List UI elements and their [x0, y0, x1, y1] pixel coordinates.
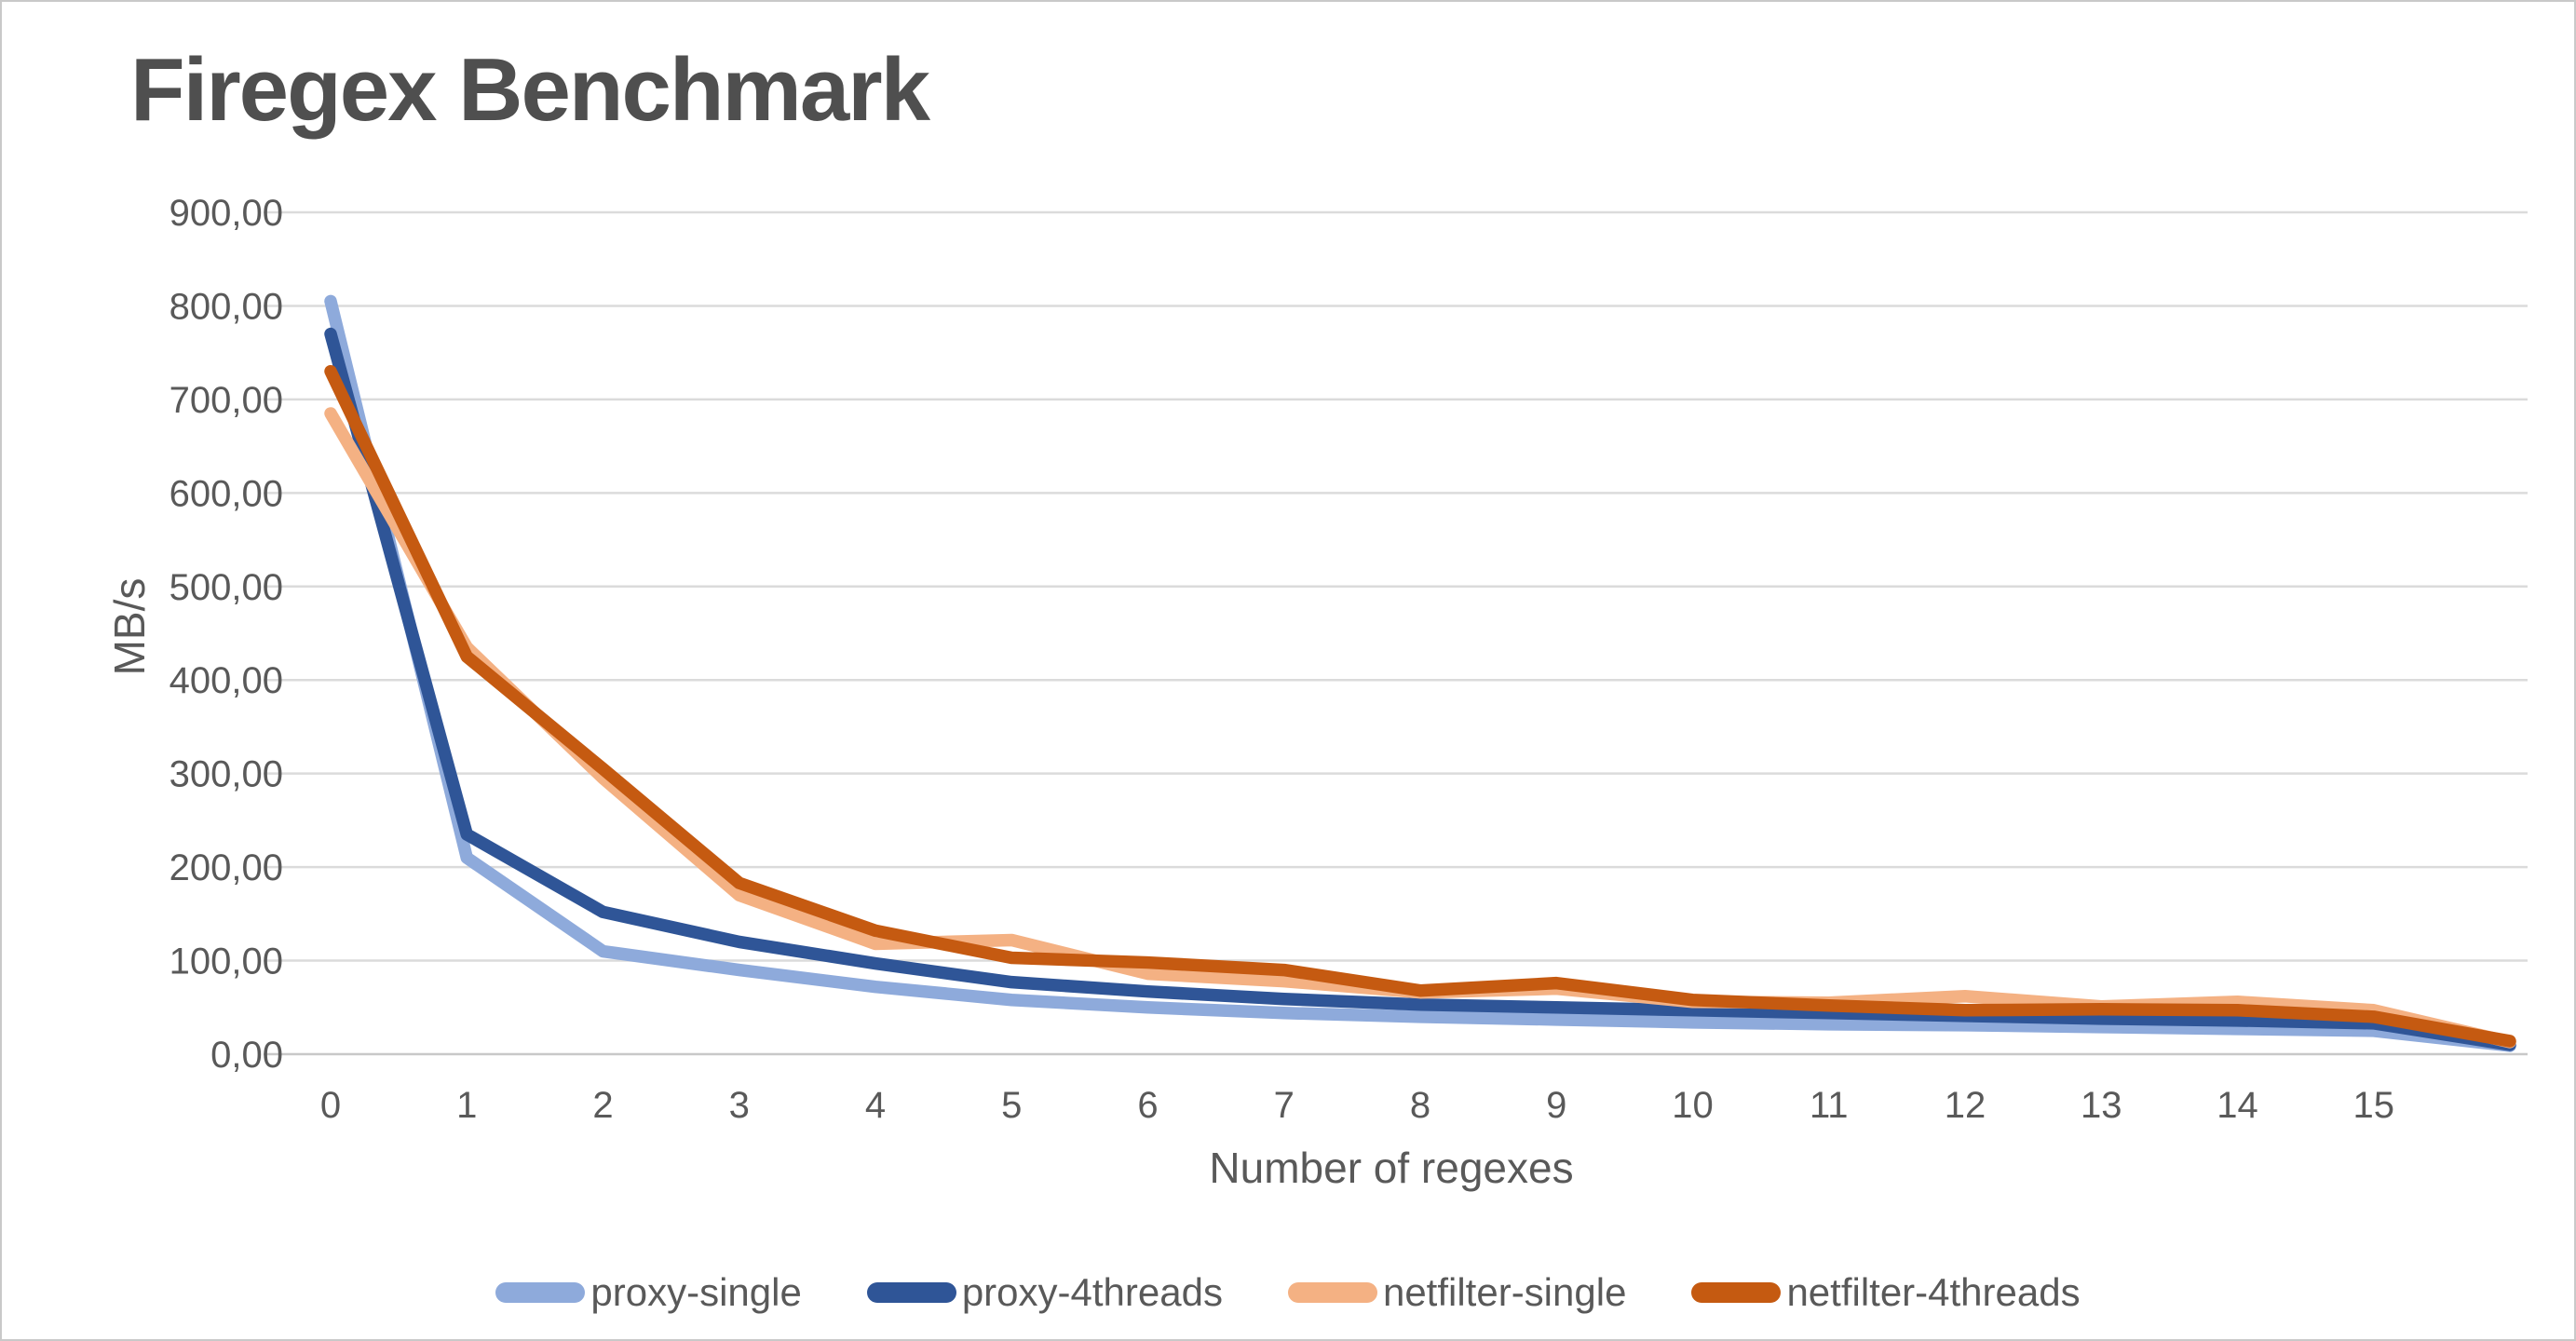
chart-title: Firegex Benchmark: [130, 40, 930, 140]
y-tick-label: 800,00: [169, 286, 283, 327]
x-tick-label: 6: [1137, 1085, 1158, 1126]
legend-label-netfilter-4threads: netfilter-4threads: [1786, 1270, 2081, 1314]
x-tick-label: 1: [456, 1085, 477, 1126]
y-tick-label: 200,00: [169, 847, 283, 888]
legend-item-netfilter-4threads: netfilter-4threads: [1691, 1270, 2081, 1315]
x-tick-label: 10: [1672, 1085, 1714, 1126]
y-tick-label: 400,00: [169, 660, 283, 701]
legend-label-netfilter-single: netfilter-single: [1382, 1270, 1627, 1314]
y-axis-title: MB/s: [105, 577, 154, 676]
x-tick-label: 15: [2353, 1085, 2395, 1126]
legend-swatch-proxy-4threads: [866, 1282, 956, 1303]
legend: proxy-single proxy-4threads netfilter-sing…: [2, 1270, 2574, 1315]
legend-swatch-netfilter-single: [1287, 1282, 1377, 1303]
y-tick-label: 100,00: [169, 941, 283, 982]
series-line-netfilter-4threads: [324, 365, 2516, 1048]
x-tick-label: 13: [2081, 1085, 2122, 1126]
x-tick-label: 2: [592, 1085, 613, 1126]
y-tick-label: 600,00: [169, 473, 283, 514]
x-tick-label: 12: [1945, 1085, 1986, 1126]
y-tick-label: 900,00: [169, 193, 283, 234]
legend-swatch-proxy-single: [495, 1282, 586, 1303]
x-tick-label: 11: [1810, 1085, 1849, 1126]
y-tick-label: 500,00: [169, 567, 283, 608]
x-tick-label: 3: [729, 1085, 750, 1126]
legend-item-proxy-single: proxy-single: [495, 1270, 802, 1315]
y-tick-label: 300,00: [169, 754, 283, 795]
series-line-proxy-single: [324, 294, 2516, 1052]
legend-item-netfilter-single: netfilter-single: [1287, 1270, 1627, 1315]
x-tick-label: 5: [1001, 1085, 1022, 1126]
legend-label-proxy-4threads: proxy-4threads: [961, 1270, 1223, 1314]
x-tick-label: 0: [320, 1085, 341, 1126]
legend-swatch-netfilter-4threads: [1691, 1282, 1782, 1303]
x-tick-label: 9: [1546, 1085, 1566, 1126]
x-tick-label: 8: [1410, 1085, 1430, 1126]
legend-item-proxy-4threads: proxy-4threads: [866, 1270, 1223, 1315]
series-line-proxy-4threads: [324, 327, 2516, 1051]
legend-label-proxy-single: proxy-single: [590, 1270, 802, 1314]
x-tick-label: 14: [2217, 1085, 2258, 1126]
x-tick-label: 4: [865, 1085, 886, 1126]
series-line-netfilter-single: [324, 407, 2516, 1049]
x-axis-title: Number of regexes: [1209, 1144, 1574, 1192]
y-tick-label: 0,00: [210, 1035, 283, 1076]
y-tick-label: 700,00: [169, 380, 283, 421]
x-tick-label: 7: [1274, 1085, 1295, 1126]
